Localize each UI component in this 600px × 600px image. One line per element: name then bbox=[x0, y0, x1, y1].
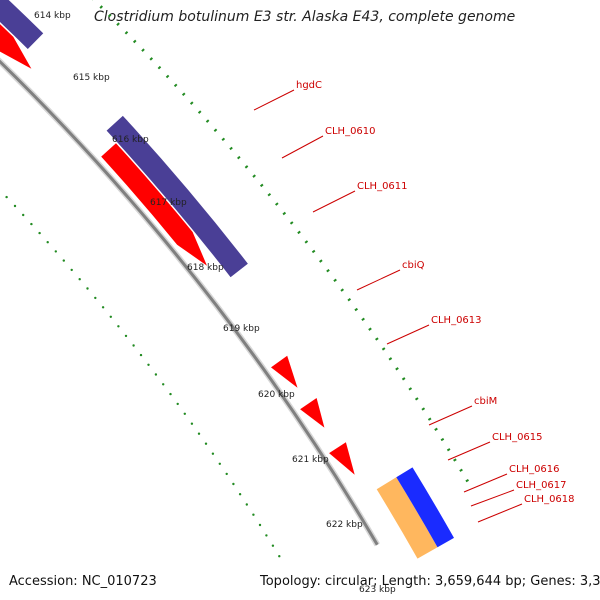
tick-labels: 614 kbp 615 kbp 616 kbp 617 kbp 618 kbp 619 k… bbox=[34, 11, 396, 595]
gc-dot bbox=[176, 402, 179, 406]
gene-label: CLH_0616 bbox=[509, 464, 560, 475]
tick-label: 623 kbp bbox=[359, 585, 396, 595]
cds-arrow bbox=[300, 398, 325, 428]
label-leader-line bbox=[470, 489, 515, 507]
gene-label: CLH_0611 bbox=[357, 181, 408, 192]
gc-dot bbox=[204, 442, 208, 445]
gene-label: CLH_0617 bbox=[516, 480, 567, 491]
label-leader-line bbox=[281, 135, 324, 159]
gc-dot bbox=[238, 493, 242, 496]
gc-dot bbox=[101, 306, 105, 309]
gc-dot bbox=[225, 472, 228, 476]
backbone-line bbox=[0, 59, 379, 546]
gc-skew-track bbox=[91, 0, 474, 491]
accession-text: Accession: NC_010723 bbox=[9, 574, 157, 589]
feature-band bbox=[105, 114, 250, 279]
gc-dot bbox=[78, 278, 81, 281]
tick-label: 616 kbp bbox=[112, 135, 149, 145]
gc-dot bbox=[147, 363, 150, 366]
gene-label: cbiQ bbox=[402, 260, 425, 271]
gc-dot bbox=[5, 195, 8, 199]
gc-dot bbox=[197, 432, 201, 435]
gc-dot bbox=[258, 523, 262, 527]
backbone bbox=[0, 57, 380, 547]
map-title: Clostridium botulinum E3 str. Alaska E43… bbox=[94, 9, 516, 25]
tick-label: 614 kbp bbox=[34, 11, 71, 21]
gene-label: CLH_0610 bbox=[325, 126, 376, 137]
gc-dot-track bbox=[5, 195, 281, 558]
feature-band bbox=[376, 477, 438, 559]
gc-dot bbox=[54, 250, 57, 253]
gc-dot bbox=[265, 534, 268, 537]
cds-arrow bbox=[101, 143, 207, 266]
label-leader-line bbox=[312, 190, 356, 213]
gc-dot bbox=[183, 412, 186, 415]
cds-track bbox=[0, 24, 355, 475]
gc-dot bbox=[117, 325, 120, 328]
gene-label: cbiM bbox=[474, 396, 497, 407]
feature-track bbox=[0, 0, 454, 559]
tick-label: 621 kbp bbox=[292, 455, 329, 465]
label-leader-line bbox=[447, 441, 491, 461]
label-leader-line bbox=[463, 473, 508, 493]
gc-dot bbox=[169, 392, 172, 396]
gc-dot bbox=[232, 482, 235, 486]
gc-dot bbox=[218, 462, 221, 465]
gc-dot bbox=[245, 503, 248, 506]
label-leader-line bbox=[253, 89, 295, 111]
gene-label: CLH_0618 bbox=[524, 494, 575, 505]
gc-dot bbox=[154, 373, 158, 376]
gc-dot bbox=[278, 555, 281, 558]
gc-dot bbox=[86, 287, 89, 290]
tick-label: 615 kbp bbox=[73, 73, 110, 83]
gc-dot bbox=[30, 222, 33, 226]
tick-label: 619 kbp bbox=[223, 324, 260, 334]
label-leader-line bbox=[386, 324, 430, 345]
gc-dot bbox=[38, 231, 41, 235]
gc-dot bbox=[70, 268, 73, 272]
tick-label: 622 kbp bbox=[326, 520, 363, 530]
gc-dot bbox=[13, 204, 17, 208]
gene-labels: hgdC CLH_0610 CLH_0611 cbiQ CLH_0613 cbiM CLH_… bbox=[253, 80, 575, 523]
gene-label: CLH_0615 bbox=[492, 432, 543, 443]
gc-dot bbox=[94, 296, 97, 300]
tick-label: 618 kbp bbox=[187, 263, 224, 273]
label-leader-line bbox=[477, 503, 523, 523]
gc-dot bbox=[139, 353, 143, 357]
label-leader-line bbox=[356, 269, 401, 291]
gc-skew-line bbox=[91, 0, 474, 491]
gc-dot bbox=[124, 334, 128, 338]
gc-dot bbox=[190, 422, 194, 425]
gene-label: CLH_0613 bbox=[431, 315, 482, 326]
gc-dot bbox=[252, 513, 255, 516]
gc-dot bbox=[62, 259, 65, 262]
gc-dot bbox=[22, 213, 25, 217]
label-leader-line bbox=[428, 405, 473, 426]
cds-arrow bbox=[271, 355, 298, 388]
gc-dot bbox=[271, 544, 275, 547]
cds-arrow bbox=[0, 24, 32, 69]
gc-dot bbox=[109, 315, 113, 318]
feature-band bbox=[0, 0, 45, 51]
gene-label: hgdC bbox=[296, 80, 322, 91]
cds-arrow bbox=[329, 442, 355, 475]
tick-label: 620 kbp bbox=[258, 390, 295, 400]
tick-label: 617 kbp bbox=[150, 198, 187, 208]
topology-text: Topology: circular; Length: 3,659,644 bp… bbox=[260, 574, 600, 589]
gc-dot bbox=[132, 344, 135, 347]
gc-dot bbox=[46, 241, 49, 244]
gc-dot bbox=[162, 383, 165, 386]
feature-band bbox=[396, 467, 454, 548]
gc-dot bbox=[211, 452, 215, 455]
